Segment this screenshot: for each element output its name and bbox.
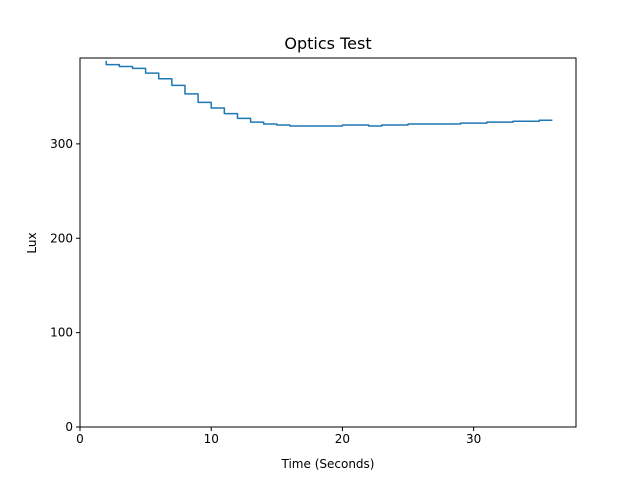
series-line-0	[105, 60, 553, 127]
y-axis-label: Lux	[25, 232, 39, 253]
x-tick-label: 0	[76, 432, 84, 446]
x-tick-label: 10	[204, 432, 219, 446]
y-axis: 0 100 200 300	[50, 137, 80, 434]
x-tick-label: 20	[335, 432, 350, 446]
y-tick-label: 300	[50, 137, 73, 151]
y-tick-label: 200	[50, 231, 73, 245]
x-axis: 0 10 20 30	[76, 427, 481, 446]
axes-frame	[79, 57, 577, 428]
y-tick-label: 0	[65, 420, 73, 434]
x-axis-label: Time (Seconds)	[281, 457, 375, 471]
y-tick-label: 100	[50, 326, 73, 340]
x-tick-label: 30	[466, 432, 481, 446]
chart-title: Optics Test	[284, 34, 371, 53]
plot-area	[105, 60, 553, 127]
